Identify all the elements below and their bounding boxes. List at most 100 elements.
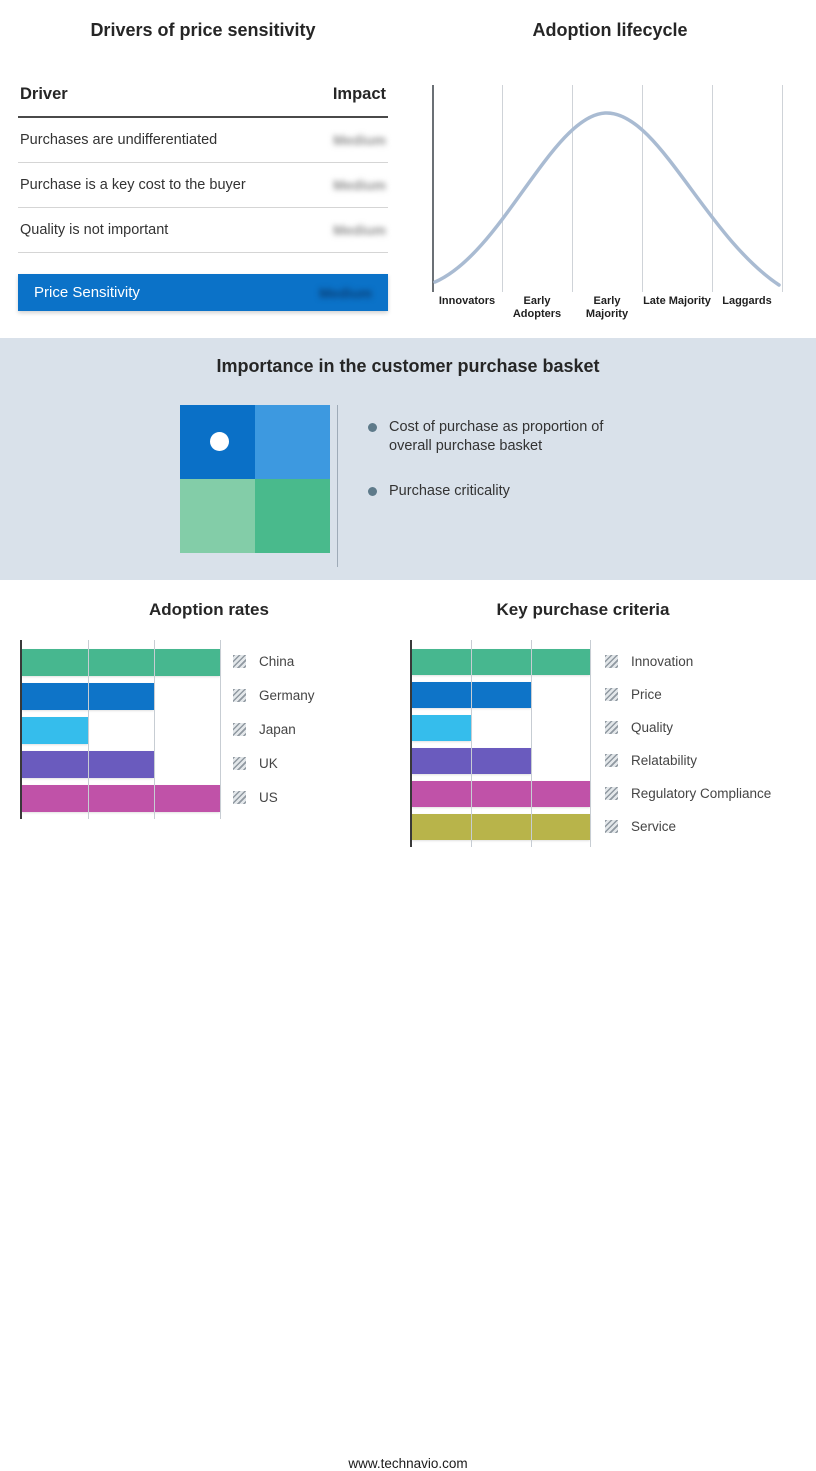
chart-title: Adoption rates: [149, 600, 269, 619]
bar-innovation: [412, 649, 590, 675]
purchase-basket-band: Importance in the customer purchase bask…: [0, 338, 816, 580]
lifecycle-plot: [432, 85, 783, 292]
bar-us: [22, 785, 220, 812]
legend-label: Service: [631, 818, 677, 834]
legend-item: Price: [605, 681, 771, 707]
legend-swatch-icon: [233, 723, 246, 736]
gridline: [87, 640, 89, 819]
drivers-panel-title: Drivers of price sensitivity: [90, 20, 316, 40]
stage-label: Early Adopters: [512, 295, 562, 321]
legend-label: Japan: [259, 722, 296, 737]
lifecycle-stage-labels: Innovators Early Adopters Early Majority…: [432, 295, 782, 321]
legend-swatch-icon: [605, 654, 618, 668]
bar-quality: [412, 715, 472, 741]
gridline: [712, 85, 713, 292]
driver-column-header: Driver: [20, 85, 68, 103]
bottom-section: Adoption rates China Germany Japan UK US Key…: [0, 580, 816, 1471]
legend-label: Quality: [631, 719, 674, 735]
price-sensitivity-value-blurred: Medium: [319, 284, 372, 301]
table-row: Purchase is a key cost to the buyer Medi…: [18, 163, 388, 208]
quadrant-cell-top-left: [180, 405, 255, 479]
adoption-lifecycle-panel: Adoption lifecycle Innovators Early Adop…: [420, 14, 800, 320]
gridline: [572, 85, 573, 292]
basket-panel-title: Importance in the customer purchase bask…: [216, 356, 600, 376]
stage-label: Laggards: [722, 295, 772, 307]
gridline: [590, 640, 591, 847]
legend-swatch-icon: [605, 786, 618, 800]
legend-item: US: [233, 784, 315, 811]
bar-japan: [22, 717, 88, 744]
legend-swatch-icon: [605, 720, 618, 734]
legend-item: UK: [233, 750, 315, 777]
legend-swatch-icon: [233, 655, 246, 668]
legend-item: Germany: [233, 682, 315, 709]
legend-swatch-icon: [233, 791, 246, 804]
driver-cell: Quality is not important: [20, 222, 169, 238]
quadrant-cell-bottom-right: [255, 479, 330, 553]
quadrant-axis-line: [337, 405, 338, 567]
table-row: Purchases are undifferentiated Medium: [18, 118, 388, 163]
price-sensitivity-bar: Price Sensitivity Medium: [18, 274, 388, 311]
price-sensitivity-label: Price Sensitivity: [34, 284, 140, 301]
quadrant-cell-top-right: [255, 405, 330, 479]
legend-item: Relatability: [605, 747, 771, 773]
chart-legend: Innovation Price Quality Relatability Regula…: [605, 648, 771, 839]
key-purchase-criteria-chart: Key purchase criteria Innovation Price Qua…: [408, 600, 771, 847]
driver-cell: Purchases are undifferentiated: [20, 132, 218, 148]
bar-service: [412, 814, 590, 840]
purchase-basket-quadrant: [180, 405, 330, 553]
legend-label: China: [259, 654, 295, 669]
legend-item: Quality: [605, 714, 771, 740]
chart-legend: China Germany Japan UK US: [233, 648, 315, 811]
drivers-table-header: Driver Impact: [18, 81, 388, 118]
bullet-icon: [368, 423, 377, 432]
gridline: [220, 640, 221, 819]
bullet-text: Purchase criticality: [389, 483, 510, 500]
plot-area: [410, 640, 591, 847]
bar-regulatory-compliance: [412, 781, 590, 807]
legend-swatch-icon: [605, 753, 618, 767]
stage-label: Innovators: [438, 295, 496, 307]
list-item: Purchase criticality: [368, 482, 628, 501]
legend-label: Germany: [259, 688, 315, 703]
bullet-icon: [368, 487, 377, 497]
basket-bullet-list: Cost of purchase as proportion of overal…: [368, 418, 628, 527]
impact-cell-blurred: Medium: [333, 132, 386, 148]
stage-label: Late Majority: [643, 295, 711, 307]
drivers-of-price-sensitivity-panel: Drivers of price sensitivity Driver Impa…: [18, 14, 388, 311]
legend-swatch-icon: [605, 687, 618, 701]
list-item: Cost of purchase as proportion of overal…: [368, 418, 628, 456]
bar-china: [22, 649, 220, 676]
plot-area: [20, 640, 221, 819]
adoption-rates-chart: Adoption rates China Germany Japan UK US: [18, 600, 400, 819]
lifecycle-y-axis: [432, 85, 434, 292]
website-link: www.technavio.com: [348, 1456, 468, 1471]
gridline: [530, 640, 532, 847]
lifecycle-panel-title: Adoption lifecycle: [532, 20, 688, 40]
top-section: Drivers of price sensitivity Driver Impa…: [0, 0, 816, 338]
legend-item: Innovation: [605, 648, 771, 674]
impact-column-header: Impact: [332, 85, 386, 103]
gridline: [471, 640, 473, 847]
stage-label: Early Majority: [585, 295, 629, 321]
gridline: [153, 640, 155, 819]
impact-cell-blurred: Medium: [333, 177, 386, 193]
legend-item: Service: [605, 813, 771, 839]
gridline: [502, 85, 503, 292]
legend-item: Regulatory Compliance: [605, 780, 771, 806]
legend-swatch-icon: [233, 757, 246, 770]
driver-cell: Purchase is a key cost to the buyer: [20, 177, 246, 193]
table-row: Quality is not important Medium: [18, 208, 388, 253]
gridline: [782, 85, 783, 292]
position-marker-dot: [210, 432, 229, 451]
quadrant-cell-bottom-left: [180, 479, 255, 553]
impact-cell-blurred: Medium: [333, 222, 386, 238]
gridline: [642, 85, 643, 292]
legend-label: Innovation: [631, 653, 694, 669]
legend-swatch-icon: [605, 819, 618, 833]
legend-label: UK: [259, 756, 278, 771]
legend-label: US: [259, 790, 278, 805]
chart-title: Key purchase criteria: [496, 600, 670, 619]
legend-label: Price: [631, 686, 662, 702]
legend-item: Japan: [233, 716, 315, 743]
